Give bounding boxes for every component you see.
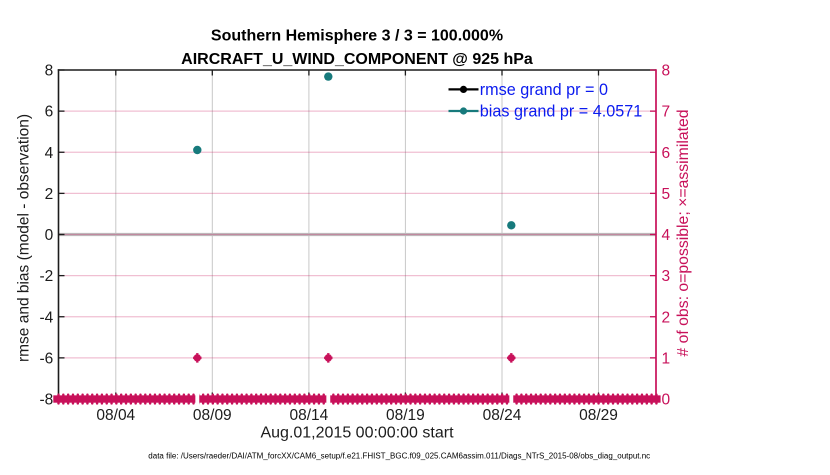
svg-text:7: 7 bbox=[662, 104, 671, 121]
svg-text:08/24: 08/24 bbox=[483, 407, 522, 424]
svg-text:2: 2 bbox=[662, 309, 671, 326]
svg-text:Southern Hemisphere 3 / 3 = 10: Southern Hemisphere 3 / 3 = 100.000% bbox=[211, 28, 503, 45]
svg-text:-8: -8 bbox=[40, 392, 54, 409]
svg-text:08/09: 08/09 bbox=[193, 407, 232, 424]
svg-text:Aug.01,2015 00:00:00 start: Aug.01,2015 00:00:00 start bbox=[260, 424, 454, 441]
svg-text:AIRCRAFT_U_WIND_COMPONENT @ 92: AIRCRAFT_U_WIND_COMPONENT @ 925 hPa bbox=[181, 51, 533, 68]
svg-text:4: 4 bbox=[45, 145, 54, 162]
svg-text:data file: /Users/raeder/DAI/A: data file: /Users/raeder/DAI/ATM_forcXX/… bbox=[148, 452, 650, 461]
svg-text:8: 8 bbox=[45, 63, 54, 80]
svg-text:-4: -4 bbox=[40, 309, 54, 326]
svg-text:08/14: 08/14 bbox=[290, 407, 329, 424]
svg-text:rmse grand pr = 0: rmse grand pr = 0 bbox=[480, 81, 608, 99]
svg-text:-2: -2 bbox=[40, 268, 54, 285]
svg-text:08/29: 08/29 bbox=[579, 407, 618, 424]
svg-text:rmse and bias (model - observa: rmse and bias (model - observation) bbox=[16, 114, 33, 362]
svg-text:8: 8 bbox=[662, 63, 671, 80]
svg-text:3: 3 bbox=[662, 268, 671, 285]
svg-text:bias grand pr = 4.0571: bias grand pr = 4.0571 bbox=[480, 103, 642, 121]
svg-text:1: 1 bbox=[662, 350, 671, 367]
svg-text:-6: -6 bbox=[40, 350, 54, 367]
svg-text:4: 4 bbox=[662, 227, 671, 244]
svg-text:5: 5 bbox=[662, 186, 671, 203]
svg-text:2: 2 bbox=[45, 186, 54, 203]
svg-text:6: 6 bbox=[662, 145, 671, 162]
svg-text:6: 6 bbox=[45, 104, 54, 121]
svg-text:0: 0 bbox=[45, 227, 54, 244]
svg-text:# of obs: o=possible; ×=assimi: # of obs: o=possible; ×=assimilated bbox=[675, 109, 692, 356]
svg-text:08/04: 08/04 bbox=[96, 407, 135, 424]
svg-text:08/19: 08/19 bbox=[386, 407, 425, 424]
svg-text:0: 0 bbox=[662, 392, 671, 409]
